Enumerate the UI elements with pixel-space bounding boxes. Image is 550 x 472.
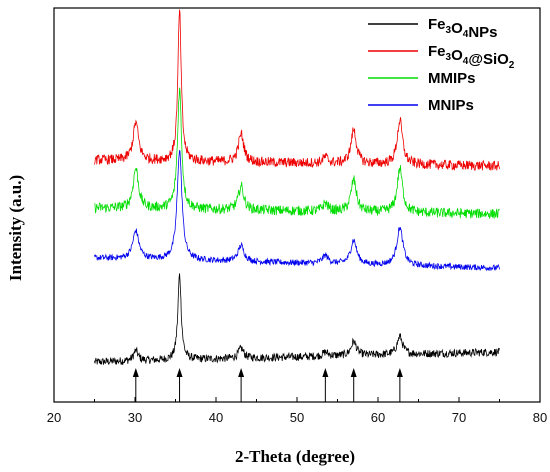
legend-item-fe3o4-sio2: Fe3O4@SiO2 [368,43,515,71]
axes: 20 30 40 50 60 70 80 [47,397,547,425]
series-layer [94,9,500,366]
x-tick-label: 60 [371,410,385,425]
x-tick-label: 50 [290,410,304,425]
x-axis-title: 2-Theta (degree) [235,447,355,466]
reference-arrow [176,368,183,402]
x-tick-label: 80 [533,410,547,425]
y-axis-title: Intensity (a.u.) [6,175,25,281]
reference-arrow [396,368,403,402]
reference-arrow [238,368,245,402]
reference-arrow [132,368,139,402]
reference-arrow [322,368,329,402]
x-tick-label: 30 [128,410,142,425]
legend-label: Fe3O4NPs [428,16,498,41]
series-line-mmips [94,87,500,219]
legend-item-mmips: MMIPs [368,70,476,87]
x-tick-label: 70 [452,410,466,425]
legend-item-fe3o4nps: Fe3O4NPs [368,16,498,41]
series-line-fe3o4-sio2 [94,9,500,172]
reference-markers [132,368,403,402]
legend-item-mnips: MNIPs [368,97,474,114]
reference-arrow [350,368,357,402]
x-tick-label: 40 [209,410,223,425]
x-tick-label: 20 [47,410,61,425]
series-line-fe3o4nps [94,273,500,366]
legend-label: MMIPs [428,70,476,87]
legend-label: MNIPs [428,97,474,114]
legend-label: Fe3O4@SiO2 [428,43,515,71]
series-line-mnips [94,150,500,272]
